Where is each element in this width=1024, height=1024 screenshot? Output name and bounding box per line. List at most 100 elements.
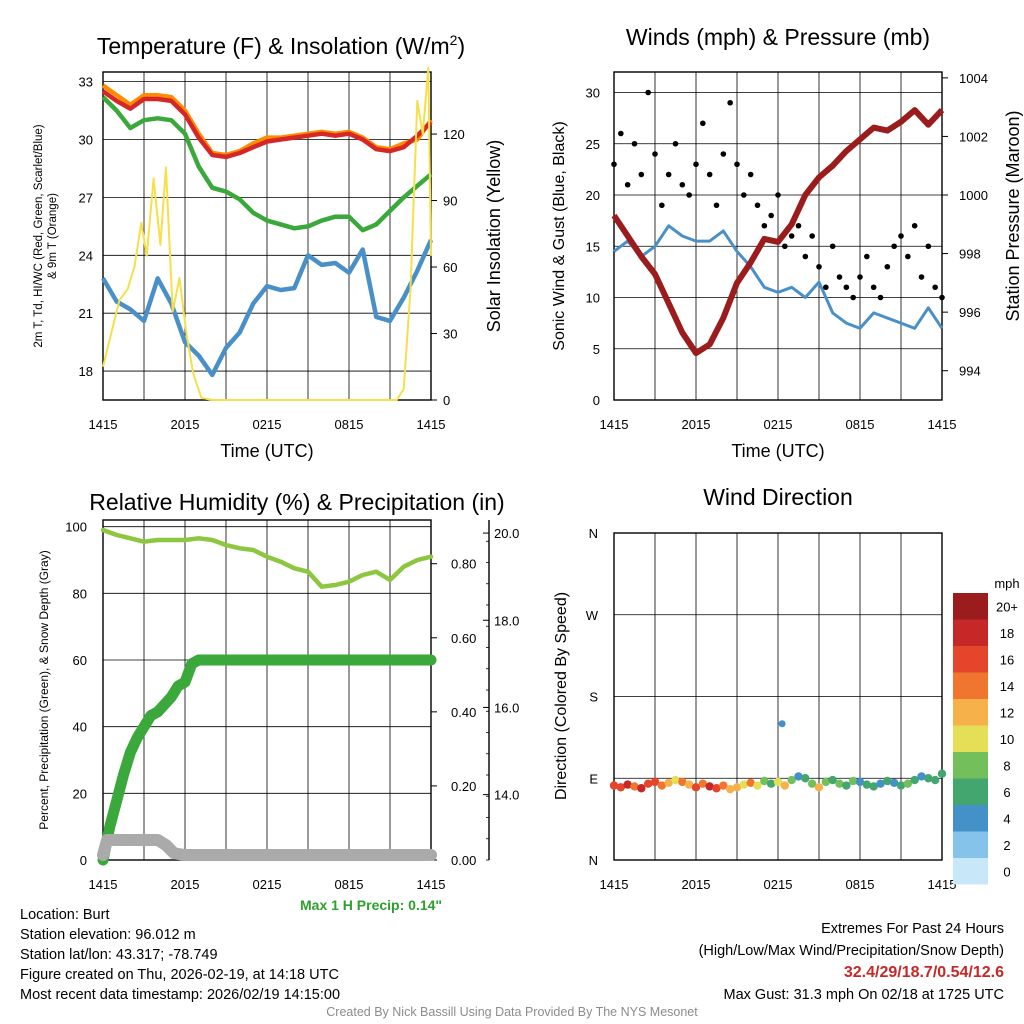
rh-ytick-mid-label: 0.20 <box>451 779 476 794</box>
wind-ytick-right-label: 998 <box>959 247 981 262</box>
wind-gust-point <box>706 171 713 178</box>
wind-gust-point <box>864 253 870 260</box>
wind-xtick-label: 0215 <box>764 417 793 432</box>
dir-ylabel: Direction (Colored By Speed) <box>553 592 570 800</box>
temp-xtick-label: 0815 <box>335 417 364 432</box>
wind-ytick-right-label: 1004 <box>959 71 988 86</box>
rh-chart-title: Relative Humidity (%) & Precipitation (i… <box>89 489 504 515</box>
dir-xtick-label: 2015 <box>682 877 711 892</box>
location-text: Location: Burt <box>20 907 110 923</box>
wind-ytick-left-label: 20 <box>586 188 600 203</box>
dir-legend-swatch <box>953 619 988 646</box>
dir-point <box>746 778 755 787</box>
dir-point <box>787 775 796 785</box>
dir-point <box>889 778 899 787</box>
rh-xtick-label: 0215 <box>253 877 282 892</box>
temp-title-close: ) <box>457 33 465 59</box>
temp-ytick-right-label: 90 <box>443 194 457 209</box>
extremes-values: 32.4/29/18.7/0.54/12.6 <box>843 964 1004 981</box>
wind-gust-point <box>734 161 740 168</box>
temp-chart-title: Temperature (F) & Insolation (W/m2) <box>97 32 465 59</box>
wind-gust-point <box>747 171 754 178</box>
wind-gust-point <box>925 243 932 250</box>
dir-point <box>766 779 776 788</box>
dir-point <box>869 782 878 791</box>
dir-legend-label: 4 <box>1003 811 1010 826</box>
dir-point <box>778 720 786 728</box>
wind-gust-point <box>795 222 802 229</box>
wind-gust-point <box>918 274 925 280</box>
temp-series-line <box>101 238 434 378</box>
dir-point <box>835 779 844 788</box>
rh-ytick-left-label: 20 <box>73 786 87 801</box>
dir-legend-label: 16 <box>1000 652 1014 667</box>
wind-gust-point <box>713 202 720 209</box>
wind-gust-point <box>645 89 651 96</box>
dir-legend-swatch <box>953 725 988 752</box>
dir-legend-label: 2 <box>1003 838 1010 853</box>
dir-legend-swatch <box>953 646 988 673</box>
max-gust-text: Max Gust: 31.3 mph On 02/18 at 1725 UTC <box>723 987 1004 1003</box>
credit-text: Created By Nick Bassill Using Data Provi… <box>326 1005 698 1019</box>
extremes-subtitle: (High/Low/Max Wind/Precipitation/Snow De… <box>698 943 1004 959</box>
wind-gust-point <box>611 161 617 168</box>
dir-point <box>930 775 940 785</box>
dir-point <box>705 782 714 791</box>
dir-point <box>924 774 933 783</box>
station-info: Location: Burt Station elevation: 96.012… <box>20 905 340 1005</box>
temp-xtick-label: 1415 <box>417 417 446 432</box>
dir-point <box>821 777 831 787</box>
wind-ylabel-left: Sonic Wind & Gust (Blue, Black) <box>551 121 568 350</box>
dir-ytick-label: E <box>589 771 598 786</box>
wind-speed-line <box>613 224 944 330</box>
dir-point <box>842 781 851 790</box>
temp-ytick-left-label: 33 <box>79 75 93 90</box>
rh-ytick-right-label: 20.0 <box>494 526 519 541</box>
dir-point <box>719 781 728 790</box>
dir-legend-swatch <box>953 805 988 832</box>
rh-ytick-mid-label: 0.00 <box>451 853 476 868</box>
rh-ytick-left-label: 80 <box>73 586 87 601</box>
temp-ytick-left-label: 21 <box>79 306 93 321</box>
dir-point <box>698 779 708 788</box>
wind-gust-point <box>884 263 891 270</box>
dir-point <box>814 783 824 792</box>
dir-legend-label: 20+ <box>996 599 1018 614</box>
temp-ylabel-right: Solar Insolation (Yellow) <box>484 140 504 332</box>
dir-legend-label: 18 <box>1000 626 1014 641</box>
wind-chart-title: Winds (mph) & Pressure (mb) <box>626 24 930 50</box>
wind-xlabel: Time (UTC) <box>731 441 824 461</box>
wind-gust-point <box>939 294 945 301</box>
wind-gust-point <box>686 192 692 198</box>
wind-pressure-line <box>611 107 945 357</box>
wind-gust-point <box>898 233 904 239</box>
rh-ytick-left-label: 60 <box>73 653 87 668</box>
wind-ytick-left-label: 25 <box>586 137 600 152</box>
wind-gust-point <box>741 192 747 198</box>
rh-series-line <box>100 527 434 589</box>
dir-point <box>862 780 872 789</box>
wind-xtick-label: 0815 <box>846 417 875 432</box>
temp-ylabel-left-line2: & 9m T (Orange) <box>47 193 59 279</box>
rh-xtick-label: 2015 <box>171 877 200 892</box>
wind-gust-point <box>720 151 727 157</box>
wind-xtick-label: 1415 <box>928 417 957 432</box>
wind-gust-point <box>768 212 774 219</box>
wind-xtick-label: 1415 <box>600 417 629 432</box>
dir-point <box>855 777 865 787</box>
wind-gust-point <box>905 253 911 260</box>
recent-text: Most recent data timestamp: 2026/02/19 1… <box>20 987 341 1003</box>
wind-ytick-right-label: 996 <box>959 305 981 320</box>
wind-gust-point <box>754 202 761 209</box>
wind-gust-point <box>700 120 706 127</box>
temp-ytick-right-label: 60 <box>443 260 457 275</box>
wind-gust-point <box>788 233 795 239</box>
dir-point <box>739 780 749 789</box>
temp-ytick-left-label: 27 <box>79 190 93 205</box>
temp-series-line <box>102 66 432 401</box>
temp-xtick-label: 1415 <box>89 417 118 432</box>
wind-ylabel-right: Station Pressure (Maroon) <box>1003 110 1023 321</box>
wind-gust-point <box>761 222 768 229</box>
dir-legend-swatch <box>953 858 988 885</box>
wind-ytick-right-label: 994 <box>959 364 981 379</box>
